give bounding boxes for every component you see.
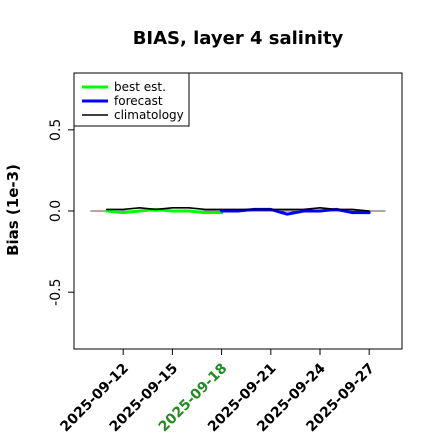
legend-label-forecast: forecast [114,94,163,108]
y-axis-label: Bias (1e-3) [4,164,22,256]
series-line-best-est [105,207,224,215]
legend-label-best-est: best est. [114,80,166,94]
series-line-climatology [106,207,371,212]
chart-title: BIAS, layer 4 salinity [133,28,344,49]
y-tick-label: -0.5 [48,279,64,306]
y-tick-label: 0.5 [48,119,64,141]
y-tick-label: 0.0 [48,200,64,222]
legend-label-climatology: climatology [114,108,184,122]
